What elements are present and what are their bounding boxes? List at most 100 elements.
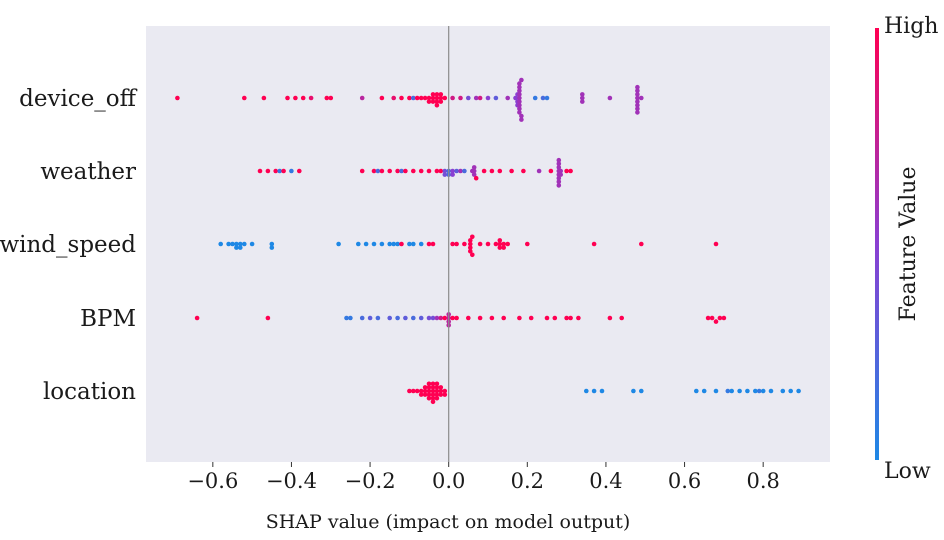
shap-point [371, 168, 377, 174]
shap-point [497, 168, 503, 174]
shap-point [359, 315, 365, 321]
shap-point [517, 88, 522, 94]
shap-point [238, 241, 243, 247]
shap-point [477, 241, 483, 247]
x-tick-label: 0.6 [668, 469, 701, 493]
shap-point [289, 168, 294, 174]
shap-point [485, 95, 491, 101]
shap-point [379, 168, 385, 174]
shap-point [737, 388, 742, 394]
shap-point [450, 315, 455, 321]
shap-point [442, 315, 448, 321]
shap-point [442, 172, 448, 177]
shap-point [418, 241, 424, 247]
shap-point [273, 168, 279, 174]
shap-point [411, 241, 416, 247]
shap-point [760, 388, 766, 394]
shap-point [635, 88, 640, 94]
shap-point [497, 238, 503, 243]
x-tick-label: 0.4 [589, 469, 622, 493]
shap-point [411, 95, 416, 101]
shap-point [395, 315, 400, 321]
shap-point [422, 388, 428, 394]
shap-point [375, 168, 381, 174]
shap-point [430, 388, 436, 394]
shap-point [788, 388, 793, 394]
shap-point [430, 95, 436, 101]
shap-point [721, 315, 727, 321]
shap-point [285, 95, 290, 101]
colorbar [875, 28, 879, 460]
shap-point [442, 168, 448, 174]
shap-point [556, 183, 562, 188]
shap-point [403, 315, 408, 321]
shap-point [399, 95, 404, 101]
shap-point [434, 381, 440, 387]
shap-point [375, 315, 381, 321]
shap-point [430, 241, 436, 247]
shap-point [430, 392, 436, 397]
shap-point [466, 315, 471, 321]
shap-point [591, 241, 597, 247]
shap-point [580, 92, 585, 97]
shap-point [619, 315, 624, 321]
points-layer [175, 77, 801, 405]
shap-point [477, 315, 483, 321]
colorbar-high-label: High [884, 14, 938, 39]
shap-point [293, 95, 298, 101]
shap-point [552, 315, 558, 321]
feature-label: location [43, 379, 136, 405]
shap-point [348, 315, 353, 321]
shap-point [497, 241, 503, 247]
x-axis-title: SHAP value (impact on model output) [266, 511, 631, 533]
shap-point [489, 315, 495, 321]
shap-point [713, 388, 719, 394]
shap-point [422, 95, 428, 101]
feature-label: BPM [80, 306, 136, 332]
shap-point [344, 315, 349, 321]
shap-point [470, 252, 475, 258]
shap-point [418, 392, 424, 397]
shap-point [635, 92, 640, 97]
shap-point [458, 168, 463, 174]
shap-point [442, 388, 448, 394]
colorbar-title: Feature Value [896, 167, 921, 322]
shap-point [242, 95, 247, 101]
shap-point [471, 172, 477, 177]
shap-point [639, 95, 644, 101]
x-tick-label: 0.2 [511, 469, 544, 493]
shap-point [438, 99, 444, 104]
shap-point [399, 241, 404, 247]
shap-point [525, 241, 530, 247]
shap-point [226, 241, 231, 247]
x-axis-ticks: −0.6 −0.4 −0.2 0.0 0.2 0.4 0.6 0.8 [187, 462, 780, 493]
shap-point [379, 241, 385, 247]
shap-point [713, 241, 719, 247]
shap-point [238, 245, 243, 250]
shap-point [234, 241, 239, 247]
shap-point [519, 77, 524, 83]
shap-point [458, 95, 463, 101]
shap-point [249, 241, 255, 247]
shap-point [269, 245, 275, 250]
shap-point [635, 106, 640, 112]
shap-point [359, 168, 365, 174]
shap-point [544, 315, 550, 321]
shap-point [434, 99, 440, 104]
shap-point [466, 95, 471, 101]
shap-point [556, 157, 562, 163]
shap-point [391, 95, 397, 101]
shap-point [584, 388, 589, 394]
shap-point [356, 241, 361, 247]
shap-point [434, 392, 440, 397]
shap-point [442, 95, 448, 101]
shap-point [438, 315, 444, 321]
shap-point [426, 241, 432, 247]
shap-point [556, 165, 562, 170]
shap-point [517, 106, 522, 112]
shap-point [558, 172, 563, 177]
shap-point [470, 234, 475, 240]
shap-point [422, 392, 428, 397]
shap-point [261, 95, 267, 101]
shap-point [639, 388, 644, 394]
